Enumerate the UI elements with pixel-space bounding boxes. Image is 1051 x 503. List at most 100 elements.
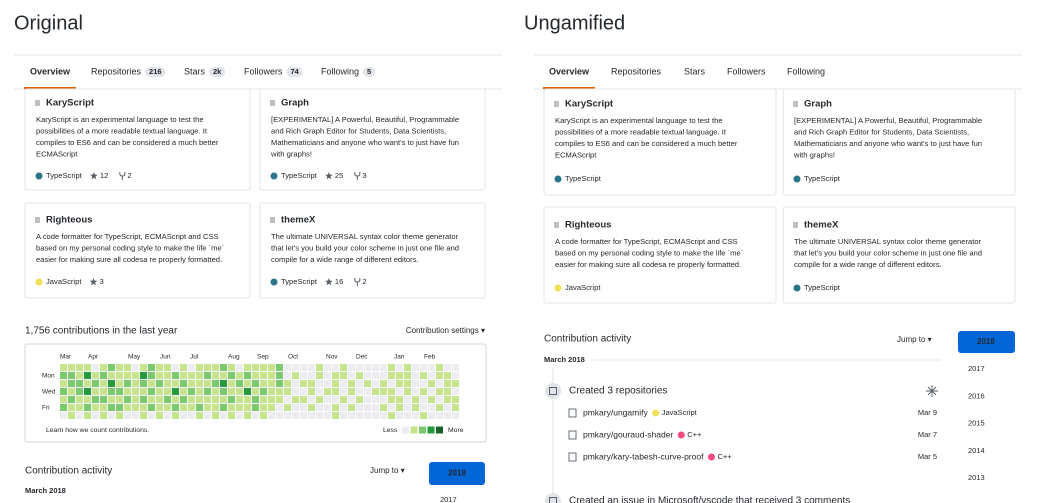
- contribution-settings[interactable]: Contribution settings ▾: [406, 326, 485, 335]
- year-selected[interactable]: 2018: [448, 469, 466, 478]
- year-button[interactable]: [958, 331, 1015, 353]
- contribution-cell: [140, 412, 147, 419]
- tab[interactable]: Repositories: [611, 66, 662, 76]
- contribution-cell: [452, 364, 459, 371]
- tab[interactable]: Followers: [727, 66, 766, 76]
- event-repo-name[interactable]: pmkary/ungamify: [583, 407, 648, 417]
- contribution-cell: [196, 396, 203, 403]
- contribution-cell: [348, 404, 355, 411]
- contribution-cell: [132, 372, 139, 379]
- contribution-cell: [156, 412, 163, 419]
- event-repo-name[interactable]: pmkary/kary-tabesh-curve-proof: [583, 451, 704, 461]
- contribution-cell: [252, 372, 259, 379]
- contribution-cell: [76, 388, 83, 395]
- contribution-cell: [364, 372, 371, 379]
- contribution-cell: [92, 404, 99, 411]
- contribution-cell: [332, 372, 339, 379]
- contribution-cell: [140, 396, 147, 403]
- contribution-cell: [388, 380, 395, 387]
- contribution-cell: [348, 364, 355, 371]
- year[interactable]: 2014: [968, 446, 985, 455]
- contribution-cell: [404, 372, 411, 379]
- tab-count: 74: [291, 67, 300, 76]
- contribution-cell: [380, 364, 387, 371]
- contribution-cell: [292, 412, 299, 419]
- repo-name[interactable]: KaryScript: [565, 99, 614, 110]
- month-label: May: [128, 354, 141, 361]
- year-selected[interactable]: 2018: [977, 337, 995, 346]
- contribution-cell: [316, 372, 323, 379]
- contribution-cell: [268, 380, 275, 387]
- tab[interactable]: Following: [787, 66, 825, 76]
- repo-name[interactable]: themeX: [804, 220, 839, 231]
- event-repo-name[interactable]: pmkary/gouraud-shader: [583, 429, 673, 439]
- collapse-icon[interactable]: [926, 385, 938, 397]
- month-label: Feb: [424, 354, 436, 361]
- contribution-cell: [84, 372, 91, 379]
- year[interactable]: 2017: [968, 364, 985, 373]
- contribution-cell: [84, 412, 91, 419]
- repo-name[interactable]: Righteous: [46, 215, 92, 226]
- day-label: Wed: [42, 389, 56, 396]
- contribution-cell: [188, 396, 195, 403]
- contribution-cell: [244, 412, 251, 419]
- month-label: Mar: [60, 354, 72, 361]
- contribution-cell: [356, 404, 363, 411]
- contribution-cell: [452, 396, 459, 403]
- tab[interactable]: Repositories: [91, 66, 142, 76]
- repo-description: KaryScript is an experimental language t…: [555, 116, 723, 125]
- contribution-cell: [364, 412, 371, 419]
- contribution-cell: [188, 388, 195, 395]
- repo-description: compiles to ES6 and can be considered a …: [36, 138, 219, 147]
- contribution-cell: [220, 396, 227, 403]
- repo-card: [24, 88, 251, 191]
- activity-heading: Contribution activity: [25, 466, 112, 477]
- contribution-cell: [212, 412, 219, 419]
- year-button[interactable]: [429, 462, 485, 485]
- year[interactable]: 2016: [968, 391, 985, 400]
- repo-icon: [568, 452, 577, 462]
- year[interactable]: 2017: [440, 495, 457, 503]
- contribution-cell: [124, 396, 131, 403]
- repo-description: with graphs!: [270, 150, 312, 159]
- jump-to[interactable]: Jump to ▾: [897, 335, 932, 344]
- contribution-cell: [140, 364, 147, 371]
- tab[interactable]: Following: [321, 66, 359, 76]
- tab[interactable]: Stars: [684, 66, 706, 76]
- legend-cell: [427, 426, 435, 434]
- tab[interactable]: Overview: [549, 66, 590, 76]
- contribution-cell: [308, 388, 315, 395]
- year[interactable]: 2013: [968, 473, 985, 482]
- contribution-cell: [372, 396, 379, 403]
- contribution-cell: [324, 412, 331, 419]
- repo-name[interactable]: Graph: [804, 99, 832, 110]
- contribution-cell: [132, 364, 139, 371]
- tab[interactable]: Overview: [30, 66, 71, 76]
- tab[interactable]: Followers: [244, 66, 283, 76]
- event-text: Created an issue in Microsoft/vscode tha…: [569, 496, 850, 503]
- year[interactable]: 2015: [968, 419, 985, 428]
- language-dot: [35, 278, 43, 286]
- jump-to[interactable]: Jump to ▾: [370, 466, 405, 475]
- repo-name[interactable]: themeX: [281, 215, 316, 226]
- repo-description: and Rich Graph Editor for Students, Data…: [794, 128, 969, 137]
- learn-link[interactable]: Learn how we count contributions.: [46, 427, 149, 434]
- contribution-cell: [172, 396, 179, 403]
- contribution-cell: [220, 380, 227, 387]
- repo-name[interactable]: Graph: [281, 98, 309, 109]
- contribution-cell: [276, 404, 283, 411]
- month-label: Dec: [356, 354, 368, 361]
- contribution-cell: [236, 364, 243, 371]
- contribution-cell: [116, 364, 123, 371]
- contribution-cell: [364, 380, 371, 387]
- contribution-cell: [252, 364, 259, 371]
- repo-name[interactable]: KaryScript: [46, 98, 95, 109]
- tab[interactable]: Stars: [184, 66, 206, 76]
- contribution-cell: [444, 396, 451, 403]
- contribution-cell: [396, 404, 403, 411]
- contribution-cell: [60, 396, 67, 403]
- contribution-cell: [60, 380, 67, 387]
- contribution-cell: [156, 380, 163, 387]
- contribution-cell: [76, 412, 83, 419]
- repo-name[interactable]: Righteous: [565, 220, 611, 231]
